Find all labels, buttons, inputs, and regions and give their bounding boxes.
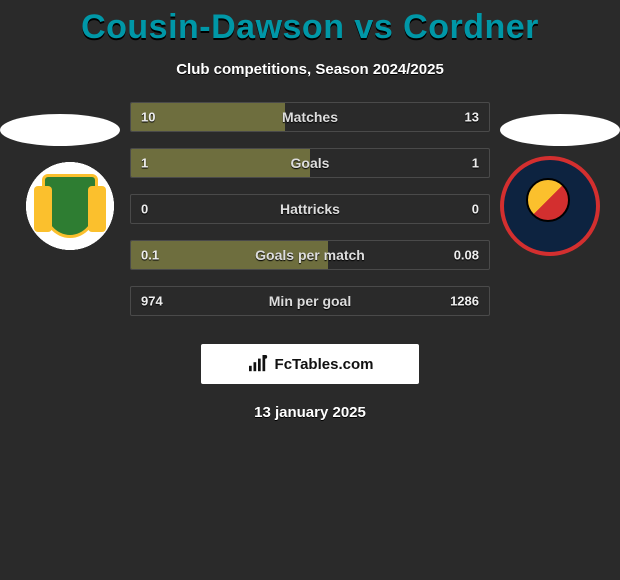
stat-right-value: 0: [472, 202, 479, 217]
stat-label: Matches: [282, 109, 338, 125]
stat-left-value: 974: [141, 294, 163, 309]
stat-label: Hattricks: [280, 201, 340, 217]
stat-left-value: 10: [141, 110, 155, 125]
stat-fill-left: [131, 149, 310, 177]
left-club-badge-inner: [26, 162, 114, 250]
stat-label: Goals per match: [255, 247, 365, 263]
stat-row-goals: 1 Goals 1: [130, 148, 490, 178]
brand-box[interactable]: FcTables.com: [201, 344, 419, 384]
stat-right-value: 0.08: [454, 248, 479, 263]
badge-ball: [526, 178, 570, 222]
stat-label: Min per goal: [269, 293, 351, 309]
stat-row-matches: 10 Matches 13: [130, 102, 490, 132]
page-title: Cousin-Dawson vs Cordner: [0, 0, 620, 47]
brand-chart-icon: [247, 355, 269, 373]
right-club-badge-inner: [504, 160, 596, 252]
left-country-flag: [0, 114, 120, 146]
stat-label: Goals: [291, 155, 330, 171]
stat-left-value: 1: [141, 156, 148, 171]
stat-left-value: 0: [141, 202, 148, 217]
subtitle: Club competitions, Season 2024/2025: [0, 61, 620, 78]
stat-right-value: 1: [472, 156, 479, 171]
comparison-area: 10 Matches 13 1 Goals 1 0 Hattricks 0 0.…: [0, 102, 620, 322]
stat-row-hattricks: 0 Hattricks 0: [130, 194, 490, 224]
stats-bars: 10 Matches 13 1 Goals 1 0 Hattricks 0 0.…: [130, 102, 490, 316]
stat-row-min-per-goal: 974 Min per goal 1286: [130, 286, 490, 316]
right-club-badge: [500, 156, 600, 256]
stat-left-value: 0.1: [141, 248, 159, 263]
stat-right-value: 13: [465, 110, 479, 125]
date-label: 13 january 2025: [0, 404, 620, 421]
left-club-badge: [20, 156, 120, 256]
stat-right-value: 1286: [450, 294, 479, 309]
stat-row-goals-per-match: 0.1 Goals per match 0.08: [130, 240, 490, 270]
right-country-flag: [500, 114, 620, 146]
badge-decoration: [88, 186, 106, 232]
badge-decoration: [34, 186, 52, 232]
brand-label: FcTables.com: [275, 356, 374, 373]
